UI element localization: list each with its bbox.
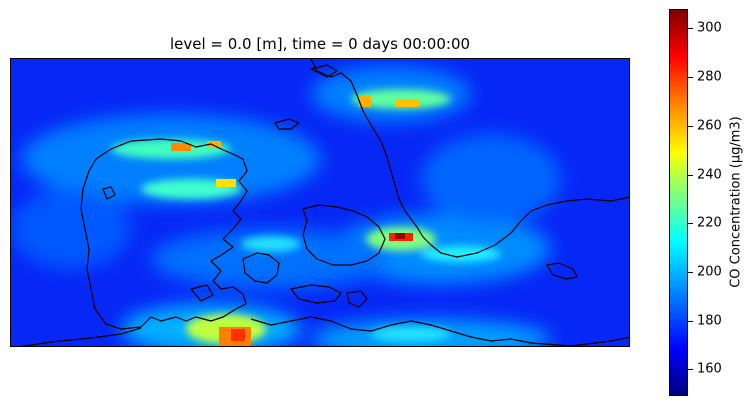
map-panel	[10, 58, 630, 347]
colorbar-tick-label: 160	[697, 361, 722, 377]
plot-title: level = 0.0 [m], time = 0 days 00:00:00	[169, 35, 471, 53]
colorbar-tick-label: 220	[697, 215, 722, 231]
coastlines	[20, 59, 629, 346]
colorbar-tick	[688, 28, 693, 30]
colorbar-tick	[688, 223, 693, 225]
colorbar	[669, 9, 688, 396]
colorbar-tick-label: 180	[697, 313, 722, 329]
colorbar-tick	[688, 369, 693, 371]
colorbar-tick-label: 240	[697, 167, 722, 182]
colorbar-tick-label: 260	[697, 118, 722, 134]
colorbar-tick-label: 300	[697, 20, 722, 36]
colorbar-tick	[688, 125, 693, 127]
colorbar-label: CO Concentration (μg/m3)	[728, 116, 744, 288]
colorbar-tick	[688, 77, 693, 79]
colorbar-tick	[688, 174, 693, 176]
hotspot-north-jutland	[171, 143, 191, 151]
colorbar-tick	[688, 320, 693, 322]
map-svg	[11, 59, 629, 346]
colorbar-tick	[688, 271, 693, 273]
colorbar-tick-label: 280	[697, 69, 722, 85]
colorbar-tick-label: 200	[697, 264, 722, 280]
hotspot-gothenburg	[359, 95, 371, 107]
